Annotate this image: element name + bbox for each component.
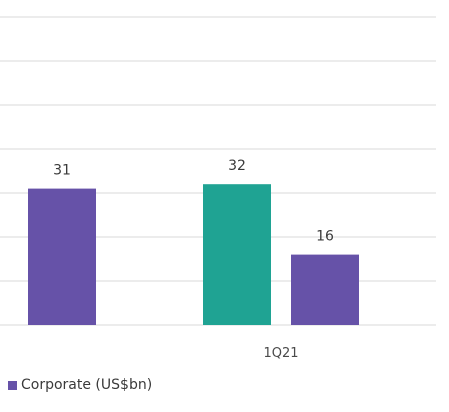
legend-label-corporate: Corporate (US$bn)	[21, 377, 153, 393]
bar-value-label: 31	[53, 163, 71, 179]
bars	[28, 184, 359, 325]
bar	[28, 188, 96, 325]
bar	[291, 254, 359, 325]
x-tick-label: 1Q21	[263, 346, 298, 361]
x-axis-tick-labels: 1Q21	[263, 346, 298, 361]
legend-swatch-corporate	[8, 380, 17, 390]
bar-value-label: 16	[316, 229, 334, 245]
bar-value-label: 32	[228, 158, 246, 174]
data-labels: 32 31 16	[53, 158, 334, 244]
bar	[203, 184, 271, 325]
legend: Corporate (US$bn)	[8, 377, 152, 393]
